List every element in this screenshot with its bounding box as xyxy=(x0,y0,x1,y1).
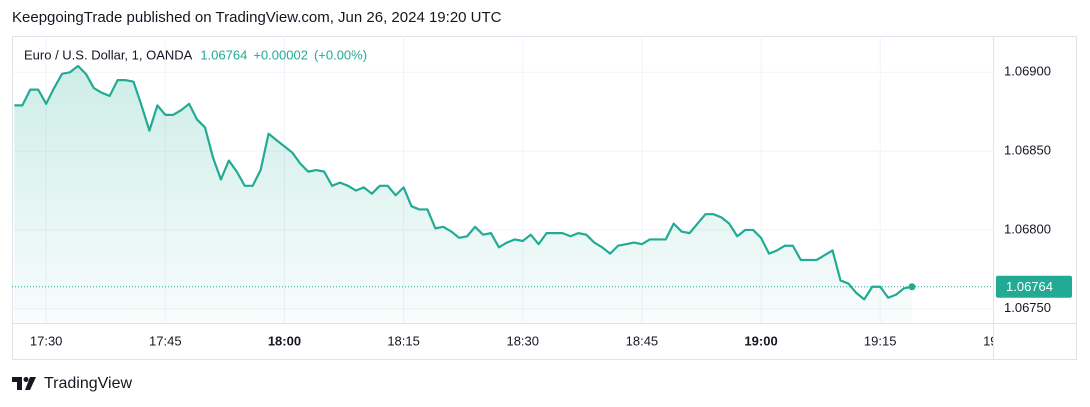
price-badge-label: 1.06764 xyxy=(1006,279,1053,294)
x-tick-label: 19:00 xyxy=(744,333,777,348)
x-tick-label: 18:15 xyxy=(387,333,420,348)
y-tick-label: 1.06800 xyxy=(1004,221,1051,236)
brand-name: TradingView xyxy=(44,375,132,392)
legend-change: +0.00002 xyxy=(253,47,308,62)
area-fill xyxy=(14,65,912,324)
last-point xyxy=(908,283,916,291)
frame xyxy=(12,36,1077,360)
legend-symbol: Euro / U.S. Dollar, 1, OANDA xyxy=(24,47,193,62)
x-tick-label: 19:15 xyxy=(864,333,897,348)
y-tick-label: 1.06900 xyxy=(1004,64,1051,79)
legend-change-pct: (+0.00%) xyxy=(314,47,367,62)
legend-price: 1.06764 xyxy=(200,47,247,62)
y-tick-label: 1.06850 xyxy=(1004,143,1051,158)
x-tick-label: 17:30 xyxy=(30,333,63,348)
title: KeepgoingTrade published on TradingView.… xyxy=(12,9,502,26)
x-tick-label: 19:30 xyxy=(983,333,1016,348)
y-tick-label: 1.06750 xyxy=(1004,300,1051,315)
x-tick-label: 18:45 xyxy=(626,333,659,348)
price-badge xyxy=(996,275,1072,298)
x-tick-label: 18:00 xyxy=(268,333,301,348)
brand-logo xyxy=(12,377,36,390)
x-tick-label: 18:30 xyxy=(506,333,539,348)
price-line xyxy=(14,64,913,301)
x-tick-label: 17:45 xyxy=(149,333,182,348)
